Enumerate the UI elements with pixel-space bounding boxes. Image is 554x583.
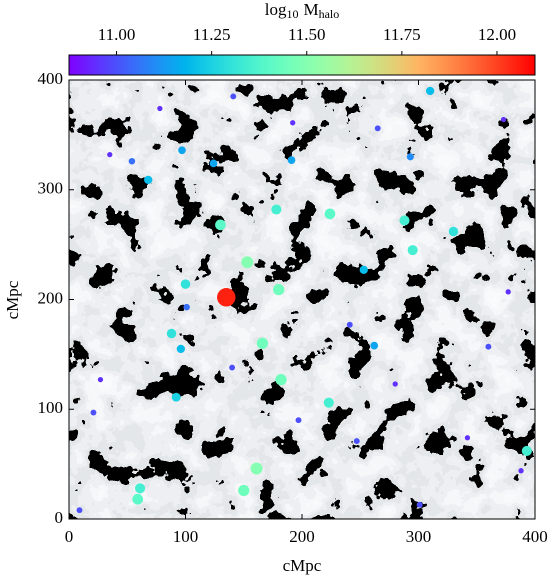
halo-point	[107, 151, 113, 158]
y-tick-label: 300	[38, 179, 64, 198]
x-tick-label: 200	[289, 527, 315, 546]
halo-point	[399, 215, 410, 226]
ionization-map	[69, 80, 535, 519]
halo-point	[209, 159, 218, 168]
halo-point	[144, 175, 153, 185]
y-tick-label: 100	[38, 398, 64, 417]
colorbar-tick-label: 11.00	[98, 25, 136, 44]
halo-point	[238, 484, 250, 497]
halo-point	[256, 337, 269, 350]
y-axis-label: cMpc	[3, 280, 22, 319]
halo-point	[416, 501, 423, 508]
halo-point	[176, 344, 185, 354]
halo-point	[275, 373, 287, 386]
colorbar-label: log10 Mhalo	[265, 0, 340, 21]
colorbar-tick-label: 11.75	[383, 25, 421, 44]
halo-point	[359, 265, 368, 275]
halo-point	[500, 116, 507, 123]
halo-point	[448, 226, 459, 237]
halo-point	[90, 409, 97, 416]
colorbar-tick-label: 11.50	[288, 25, 326, 44]
halo-point	[406, 153, 414, 161]
halo-point	[346, 321, 353, 328]
halo-point	[171, 392, 181, 402]
y-tick-label: 0	[55, 508, 64, 527]
halo-point	[324, 208, 336, 220]
halo-point	[178, 146, 186, 155]
x-tick-label: 300	[406, 527, 432, 546]
y-tick-label: 200	[38, 288, 64, 307]
colorbar	[68, 54, 536, 76]
halo-point	[392, 381, 398, 387]
halo-point	[370, 341, 379, 350]
halo-point	[97, 376, 104, 383]
halo-point	[135, 483, 146, 494]
halo-point	[464, 435, 471, 441]
halo-point	[157, 105, 163, 112]
halo-point	[215, 219, 226, 231]
halo-point	[290, 120, 296, 126]
halo-point	[217, 288, 236, 307]
halo-point	[426, 86, 435, 96]
halo-point	[374, 125, 381, 132]
halo-point	[250, 462, 263, 475]
halo-point	[407, 245, 418, 256]
colorbar-tick-label: 12.00	[478, 25, 516, 44]
halo-point	[505, 289, 511, 295]
halo-point	[271, 204, 282, 215]
halo-point	[295, 417, 302, 424]
x-tick-label: 400	[522, 527, 548, 546]
halo-point	[183, 303, 190, 311]
halo-point	[76, 507, 83, 514]
halo-point	[287, 156, 296, 164]
x-tick-label: 0	[65, 527, 74, 546]
colorbar-tick-label: 11.25	[193, 25, 231, 44]
halo-point	[166, 328, 177, 339]
y-tick-label: 400	[38, 69, 64, 88]
halo-point	[180, 279, 191, 289]
halo-point	[128, 157, 136, 165]
halo-point	[241, 256, 254, 269]
halo-point	[323, 397, 334, 408]
halo-point	[521, 445, 532, 457]
halo-point	[230, 93, 237, 100]
halo-point	[518, 468, 524, 474]
halo-point	[229, 364, 236, 371]
halo-point	[273, 283, 285, 296]
halo-point	[353, 438, 360, 445]
halo-point	[485, 343, 492, 350]
halo-point	[132, 493, 144, 505]
x-axis-label: cMpc	[283, 556, 322, 575]
x-tick-label: 100	[173, 527, 199, 546]
